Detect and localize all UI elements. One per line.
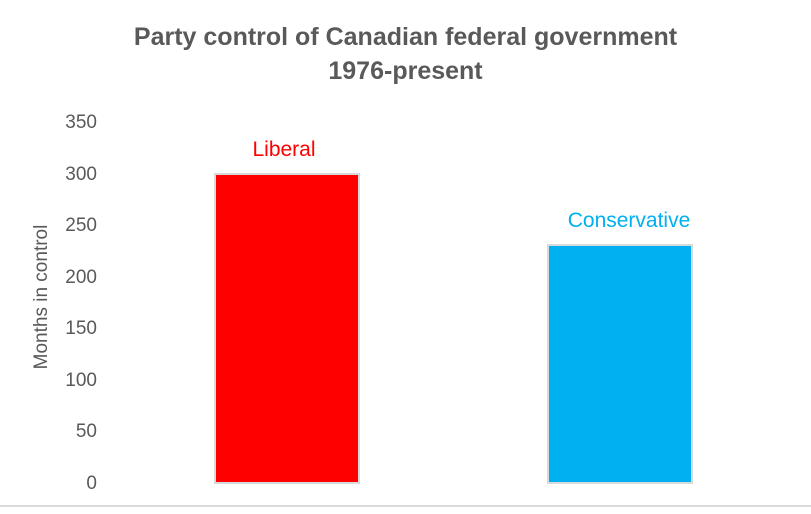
bar-conservative [547, 244, 693, 484]
chart-title-line-2: 1976-present [328, 57, 483, 85]
y-tick-label-50: 50 [75, 421, 97, 442]
chart-title: Party control of Canadian federal govern… [0, 20, 811, 88]
y-axis-title-text: Months in control [31, 224, 52, 370]
bar-liberal [214, 173, 360, 484]
y-tick-label-150: 150 [65, 318, 97, 339]
bar-label-conservative: Conservative [567, 209, 691, 232]
chart-title-line-1: Party control of Canadian federal govern… [133, 23, 678, 51]
y-tick-label-0: 0 [86, 473, 97, 494]
bar-label-liberal: Liberal [252, 138, 316, 161]
y-tick-label-100: 100 [65, 370, 97, 391]
y-tick-label-350: 350 [65, 112, 97, 133]
y-tick-label-300: 300 [65, 164, 97, 185]
y-tick-label-200: 200 [65, 267, 97, 288]
chart-bottom-border [0, 505, 811, 507]
y-tick-label-250: 250 [65, 215, 97, 236]
